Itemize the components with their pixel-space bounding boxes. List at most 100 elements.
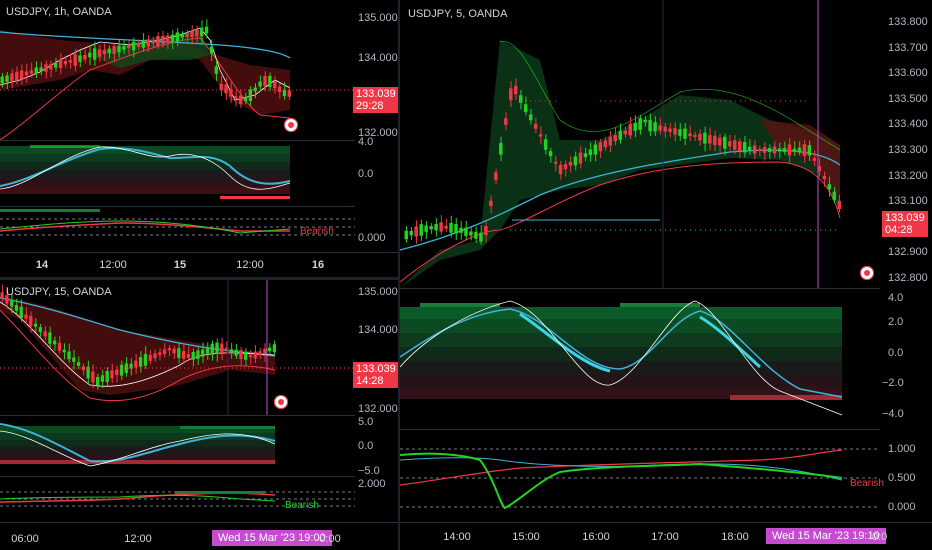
candle: [499, 142, 503, 155]
candle: [210, 343, 214, 355]
candle: [15, 71, 19, 81]
last-price-badge: 133.039 14:28: [353, 362, 398, 388]
candle: [115, 369, 119, 375]
candle: [196, 350, 200, 360]
candle: [177, 348, 181, 359]
pane-divider[interactable]: [0, 476, 355, 477]
candle: [528, 114, 533, 121]
candle: [628, 123, 632, 136]
candle: [58, 59, 63, 69]
candle: [131, 41, 136, 51]
time-tick: 12:00: [124, 533, 152, 545]
pane-divider[interactable]: [0, 140, 355, 141]
candle: [633, 122, 637, 131]
layout-divider-vertical[interactable]: [398, 0, 400, 550]
candle: [62, 349, 66, 353]
time-tick: 15: [173, 259, 187, 271]
chart-pane-5m[interactable]: USDJPY, 5, OANDA Bearish 133.800 133.700 1…: [400, 0, 932, 550]
symbol-title[interactable]: USDJPY, 1h, OANDA: [6, 6, 112, 18]
candle: [258, 81, 262, 87]
symbol-title[interactable]: USDJPY, 15, OANDA: [6, 286, 112, 298]
candle: [593, 144, 598, 155]
candle: [817, 165, 822, 172]
time-tick: 18:00: [721, 531, 749, 543]
candle: [53, 340, 57, 345]
price-tick: 132.800: [888, 272, 928, 284]
candle: [658, 125, 662, 131]
pane-divider[interactable]: [0, 206, 355, 207]
chart-pane-15m[interactable]: USDJPY, 15, OANDA Bearish 135.000 134.00…: [0, 280, 398, 550]
candle: [248, 89, 253, 102]
price-chart-1h[interactable]: [0, 0, 355, 140]
candle: [129, 363, 133, 369]
price-tick: 134.000: [358, 52, 398, 64]
candle: [88, 52, 92, 58]
candle: [97, 49, 102, 57]
candle: [124, 363, 128, 374]
candle: [234, 349, 238, 356]
candle: [234, 96, 238, 99]
candle: [122, 46, 126, 50]
candle: [792, 148, 797, 152]
time-tick: 16:00: [582, 531, 610, 543]
candle: [243, 97, 248, 102]
price-tick: 133.500: [888, 92, 928, 105]
candle: [38, 327, 42, 332]
layout-divider-horizontal[interactable]: [0, 277, 398, 280]
candle: [698, 133, 702, 141]
candle: [623, 130, 627, 135]
oscillator-1h: [0, 145, 291, 199]
candle: [153, 353, 157, 359]
candle: [434, 223, 438, 231]
price-chart-15m[interactable]: [0, 280, 355, 415]
candle: [822, 175, 827, 180]
candle: [229, 349, 234, 353]
candle: [48, 332, 52, 344]
candle: [34, 67, 38, 74]
candle: [618, 131, 622, 140]
time-tick: 0:00: [319, 533, 341, 545]
pane-divider[interactable]: [0, 415, 355, 416]
candle: [72, 357, 76, 362]
symbol-title[interactable]: USDJPY, 5, OANDA: [408, 8, 508, 20]
price-tick: 133.600: [888, 67, 928, 80]
candle: [683, 128, 687, 139]
candle: [267, 347, 272, 352]
candle: [96, 377, 100, 386]
candle: [638, 118, 642, 130]
candle: [723, 136, 727, 149]
candle: [489, 200, 493, 207]
crosshair-time-label: Wed 15 Mar '23 19:10: [766, 526, 886, 544]
time-tick: 15:00: [512, 531, 540, 543]
alert-icon[interactable]: [284, 118, 298, 132]
candle: [156, 36, 160, 46]
candle: [191, 352, 195, 360]
alert-icon[interactable]: [860, 266, 874, 280]
candle: [172, 348, 176, 354]
time-axis-divider: [400, 522, 932, 523]
candle: [518, 95, 523, 103]
candle: [782, 148, 787, 152]
oscillator2-5m: [400, 448, 880, 510]
chart-pane-1h[interactable]: USDJPY, 1h, OANDA Bearish 135.000 134.00…: [0, 0, 398, 277]
pane-divider[interactable]: [400, 429, 880, 430]
candle: [414, 226, 418, 237]
candle: [797, 147, 802, 153]
candle: [253, 351, 257, 359]
osc-tick: 2.000: [358, 478, 386, 490]
time-tick-partial: 0:0: [872, 531, 888, 543]
price-chart-5m[interactable]: [400, 0, 880, 288]
alert-icon[interactable]: [274, 395, 288, 409]
candle: [429, 226, 433, 230]
candle: [215, 342, 219, 354]
pane-divider[interactable]: [400, 288, 880, 289]
candle: [598, 142, 603, 152]
bearish-label: Bearish: [850, 478, 884, 489]
time-tick: 12:00: [236, 259, 264, 271]
candle: [67, 351, 71, 360]
candle: [747, 146, 752, 151]
candle: [807, 145, 812, 156]
candle: [43, 331, 47, 337]
time-tick: 17:00: [651, 531, 679, 543]
candle: [10, 300, 14, 307]
